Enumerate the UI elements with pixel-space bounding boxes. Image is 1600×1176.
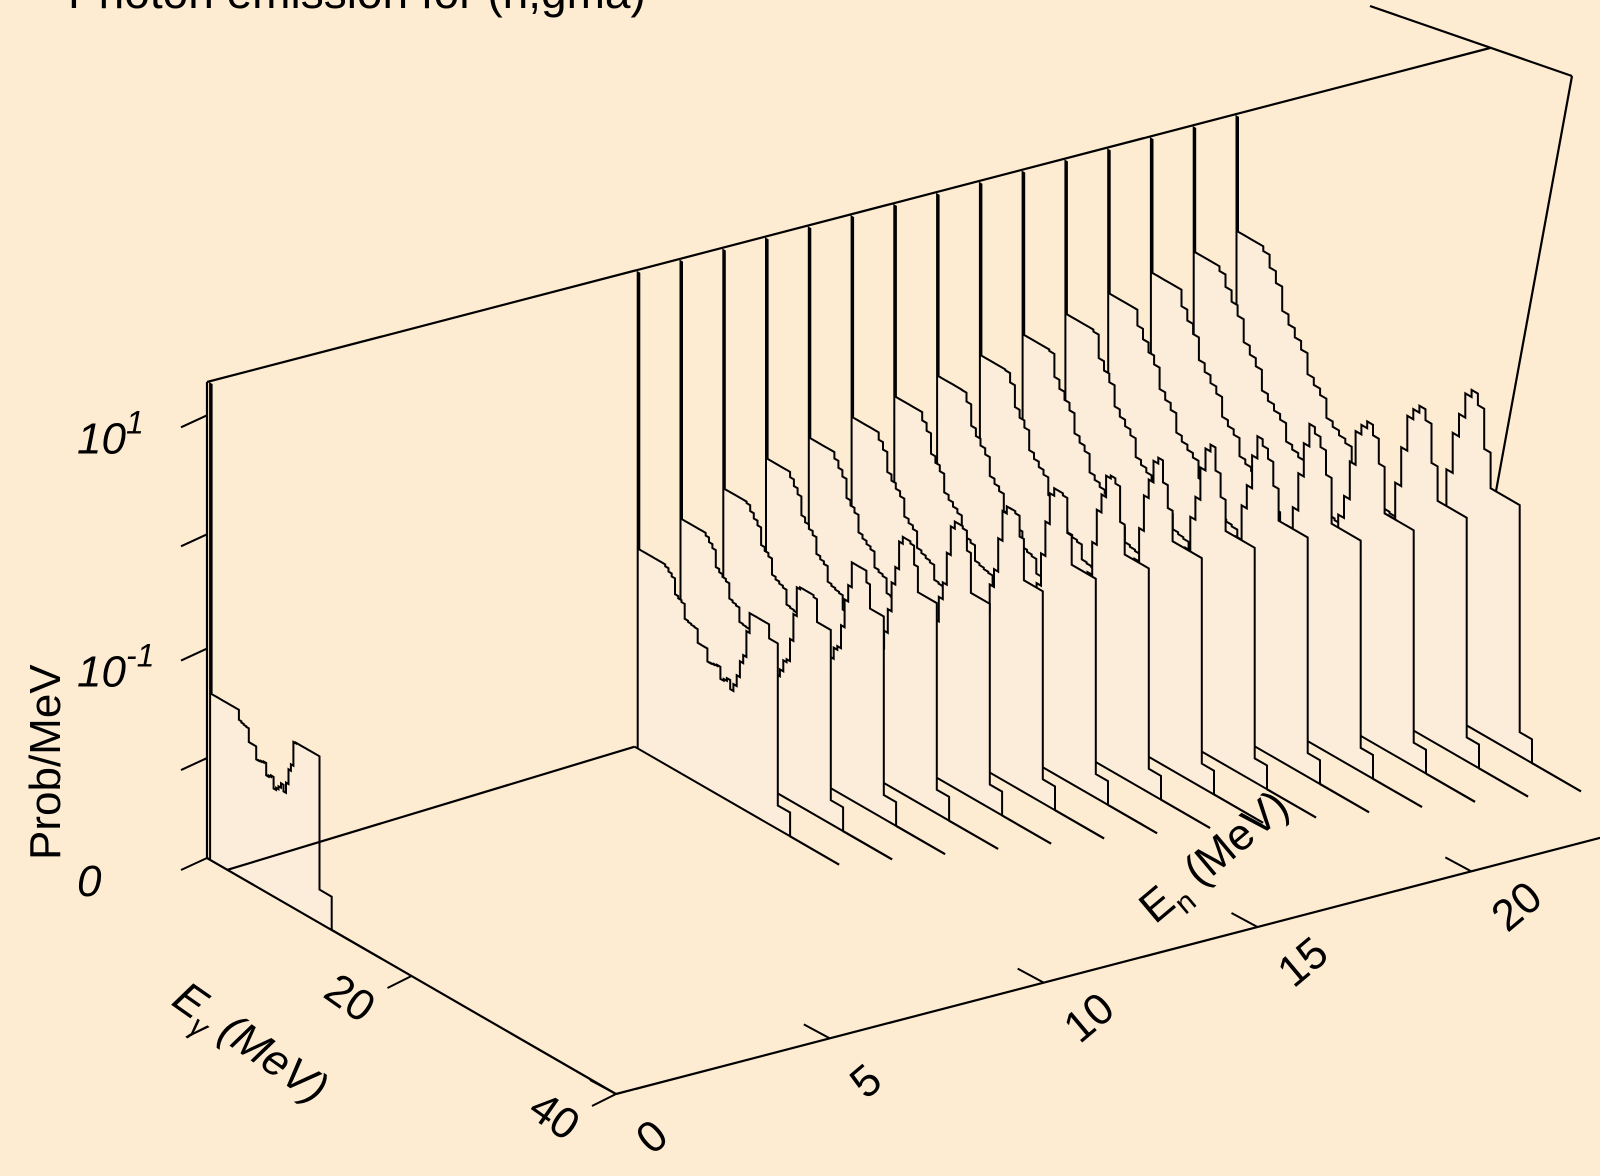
y-tick-label-4: 20 xyxy=(1482,872,1551,941)
z-tick-0 xyxy=(180,414,208,429)
x-tick-0 xyxy=(387,975,412,989)
chart-title: Photon emission for (n,gma) xyxy=(68,0,646,18)
y-tick-3 xyxy=(1231,912,1258,928)
z-axis-title: Prob/MeV xyxy=(21,664,70,860)
baseline-en-23 xyxy=(1478,767,1529,798)
baseline-en-13 xyxy=(948,819,999,850)
baseline-en-10 xyxy=(789,835,840,866)
back-right-edge xyxy=(1488,75,1574,525)
baseline-en-24 xyxy=(1531,762,1582,793)
z-tick-label-0: 101 xyxy=(77,404,144,463)
y-tick-label-2: 10 xyxy=(1055,983,1124,1052)
z-tick-2 xyxy=(180,647,208,662)
y-tick-label-0: 0 xyxy=(627,1110,677,1163)
x-axis-title: Eγ (MeV) xyxy=(159,972,337,1121)
baseline-en-11 xyxy=(842,830,893,861)
baseline-en-12 xyxy=(895,824,946,856)
top-right-edge xyxy=(1369,4,1573,78)
baseline-en-15 xyxy=(1054,809,1105,840)
baseline-en-22 xyxy=(1425,772,1476,803)
y-tick-0 xyxy=(589,1079,617,1095)
spectrum-en-10 xyxy=(634,270,792,839)
baseline-en-20 xyxy=(1319,783,1370,814)
z-tick-4 xyxy=(180,857,208,871)
z-tick-label-4: 0 xyxy=(77,857,102,906)
back-top-edge xyxy=(206,46,1491,384)
baseline-en-17 xyxy=(1160,798,1211,829)
baseline-en-19 xyxy=(1266,788,1317,819)
z-tick-3 xyxy=(180,757,208,771)
y-tick-2 xyxy=(1017,967,1045,984)
spectrum-en-0 xyxy=(206,382,333,932)
baseline-en-16 xyxy=(1107,803,1158,835)
y-tick-label-1: 5 xyxy=(841,1055,891,1108)
y-tick-label-3: 15 xyxy=(1268,928,1337,997)
y-tick-1 xyxy=(803,1023,831,1040)
baseline-en-14 xyxy=(1001,814,1052,845)
y-axis-title: En (MeV) xyxy=(1130,781,1304,940)
y-tick-4 xyxy=(1444,856,1472,873)
floor-connector xyxy=(227,745,635,871)
spectra-group xyxy=(206,114,1582,960)
z-tick-1 xyxy=(180,533,208,548)
z-tick-label-2: 10-1 xyxy=(77,638,154,697)
baseline-en-21 xyxy=(1372,777,1423,809)
baseline-en-0 xyxy=(331,929,382,960)
baseline-en-18 xyxy=(1213,793,1264,824)
x-tick-label-1: 40 xyxy=(520,1082,588,1150)
x-tick-1 xyxy=(591,1093,617,1107)
x-tick-label-0: 20 xyxy=(316,964,384,1032)
